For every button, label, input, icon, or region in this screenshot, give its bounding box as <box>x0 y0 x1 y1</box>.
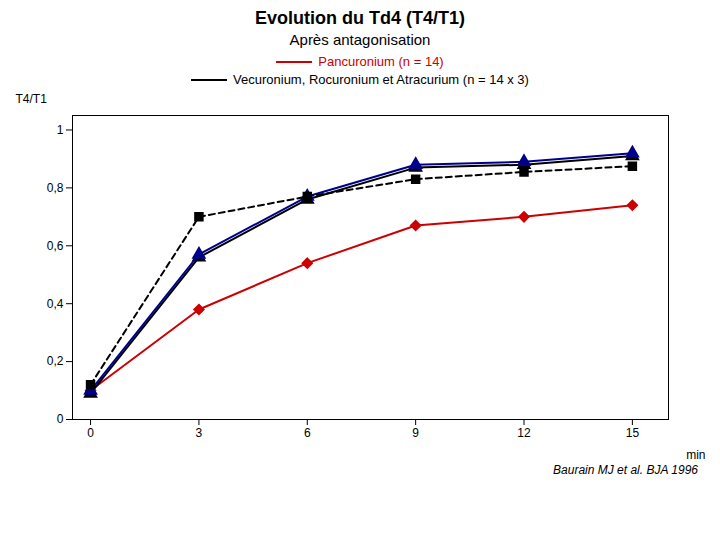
svg-text:0,4: 0,4 <box>47 297 64 311</box>
svg-text:12: 12 <box>517 426 531 440</box>
html-text:Pancuronium (n = 14): Pancuronium (n = 14) <box>318 54 444 69</box>
svg-text:0,8: 0,8 <box>47 181 64 195</box>
html-text:Evolution du Td4 (T4/T1): Evolution du Td4 (T4/T1) <box>255 8 465 28</box>
svg-text:6: 6 <box>304 426 311 440</box>
svg-text:0: 0 <box>87 426 94 440</box>
svg-text:9: 9 <box>412 426 419 440</box>
svg-text:min: min <box>686 448 705 462</box>
svg-text:T4/T1: T4/T1 <box>16 92 48 106</box>
svg-text:3: 3 <box>196 426 203 440</box>
html-text:Baurain MJ et al. BJA 1996: Baurain MJ et al. BJA 1996 <box>553 463 698 477</box>
svg-text:0,6: 0,6 <box>47 239 64 253</box>
html-text:Après antagonisation: Après antagonisation <box>289 31 431 48</box>
html-text:Vecuronium, Rocuronium et Atra: Vecuronium, Rocuronium et Atracurium (n … <box>233 72 529 87</box>
svg-text:15: 15 <box>626 426 640 440</box>
svg-text:0,2: 0,2 <box>47 354 64 368</box>
svg-text:1: 1 <box>57 123 64 137</box>
svg-text:0: 0 <box>57 412 64 426</box>
